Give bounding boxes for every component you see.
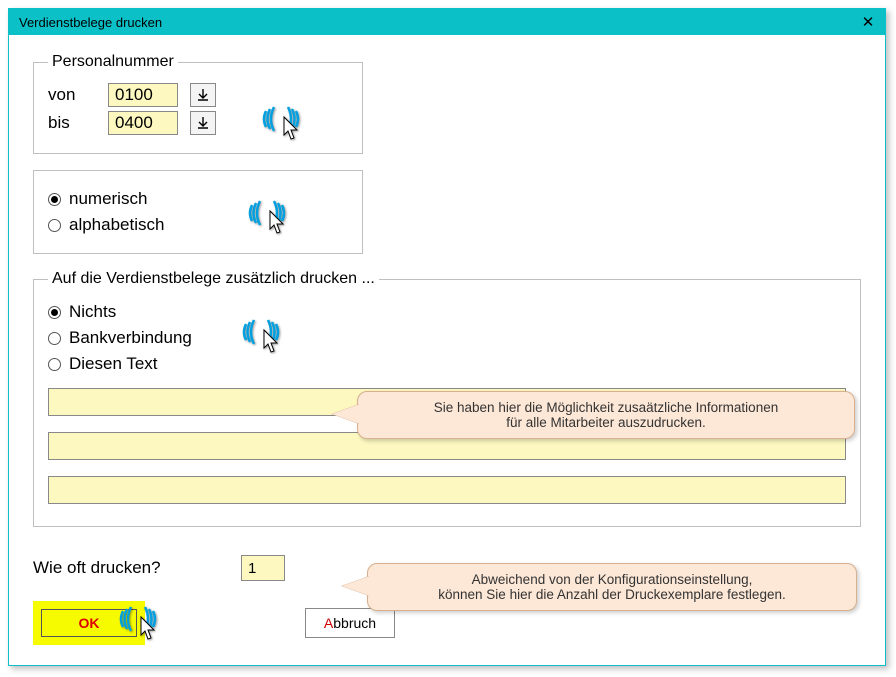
label-alphabetisch: alphabetisch xyxy=(69,215,164,235)
tooltip1-line1: Sie haben hier die Möglichkeit zusaätzli… xyxy=(372,400,840,415)
cursor-annotation-icon xyxy=(260,105,308,143)
radio-nichts[interactable]: Nichts xyxy=(48,302,846,322)
tooltip2-line2: können Sie hier die Anzahl der Druckexem… xyxy=(382,587,842,602)
radio-diesentext[interactable]: Diesen Text xyxy=(48,354,846,374)
cancel-rest: bbruch xyxy=(333,615,376,631)
row-bis: bis xyxy=(48,111,348,135)
ok-highlight: OK xyxy=(33,601,145,645)
radio-dot-icon xyxy=(48,219,61,232)
label-diesentext: Diesen Text xyxy=(69,354,158,374)
radio-dot-icon xyxy=(48,193,61,206)
lookup-bis-button[interactable] xyxy=(190,111,216,135)
label-bis: bis xyxy=(48,113,96,133)
radio-dot-icon xyxy=(48,358,61,371)
cursor-annotation-icon xyxy=(240,318,288,356)
radio-numerisch[interactable]: numerisch xyxy=(48,189,348,209)
legend-extra: Auf die Verdienstbelege zusätzlich druck… xyxy=(48,270,379,288)
tooltip2-line1: Abweichend von der Konfigurationseinstel… xyxy=(382,572,842,587)
cancel-button[interactable]: Abbruch xyxy=(305,608,395,638)
title-bar: Verdienstbelege drucken ✕ xyxy=(9,9,885,35)
label-copies: Wie oft drucken? xyxy=(33,558,223,578)
label-bankverbindung: Bankverbindung xyxy=(69,328,192,348)
radio-alphabetisch[interactable]: alphabetisch xyxy=(48,215,348,235)
radio-bankverbindung[interactable]: Bankverbindung xyxy=(48,328,846,348)
fieldset-personalnummer: Personalnummer von bis xyxy=(33,53,363,154)
label-numerisch: numerisch xyxy=(69,189,147,209)
tooltip-extra-info: Sie haben hier die Möglichkeit zusaätzli… xyxy=(357,391,855,439)
extra-text-line-3[interactable] xyxy=(48,476,846,504)
ok-button[interactable]: OK xyxy=(41,609,137,637)
label-nichts: Nichts xyxy=(69,302,116,322)
lookup-von-button[interactable] xyxy=(190,83,216,107)
fieldset-sort: numerisch alphabetisch xyxy=(33,170,363,254)
input-bis[interactable] xyxy=(108,111,178,135)
row-von: von xyxy=(48,83,348,107)
legend-personalnummer: Personalnummer xyxy=(48,53,178,71)
tooltip1-line2: für alle Mitarbeiter auszudrucken. xyxy=(372,415,840,430)
radio-dot-icon xyxy=(48,332,61,345)
close-icon[interactable]: ✕ xyxy=(859,13,877,31)
label-von: von xyxy=(48,85,96,105)
radio-dot-icon xyxy=(48,306,61,319)
dialog-window: Verdienstbelege drucken ✕ Personalnummer… xyxy=(8,8,886,666)
input-copies[interactable] xyxy=(241,555,285,581)
input-von[interactable] xyxy=(108,83,178,107)
cancel-first-letter: A xyxy=(324,615,333,631)
tooltip-copies: Abweichend von der Konfigurationseinstel… xyxy=(367,563,857,611)
dialog-content: Personalnummer von bis xyxy=(9,35,885,665)
window-title: Verdienstbelege drucken xyxy=(19,15,162,30)
